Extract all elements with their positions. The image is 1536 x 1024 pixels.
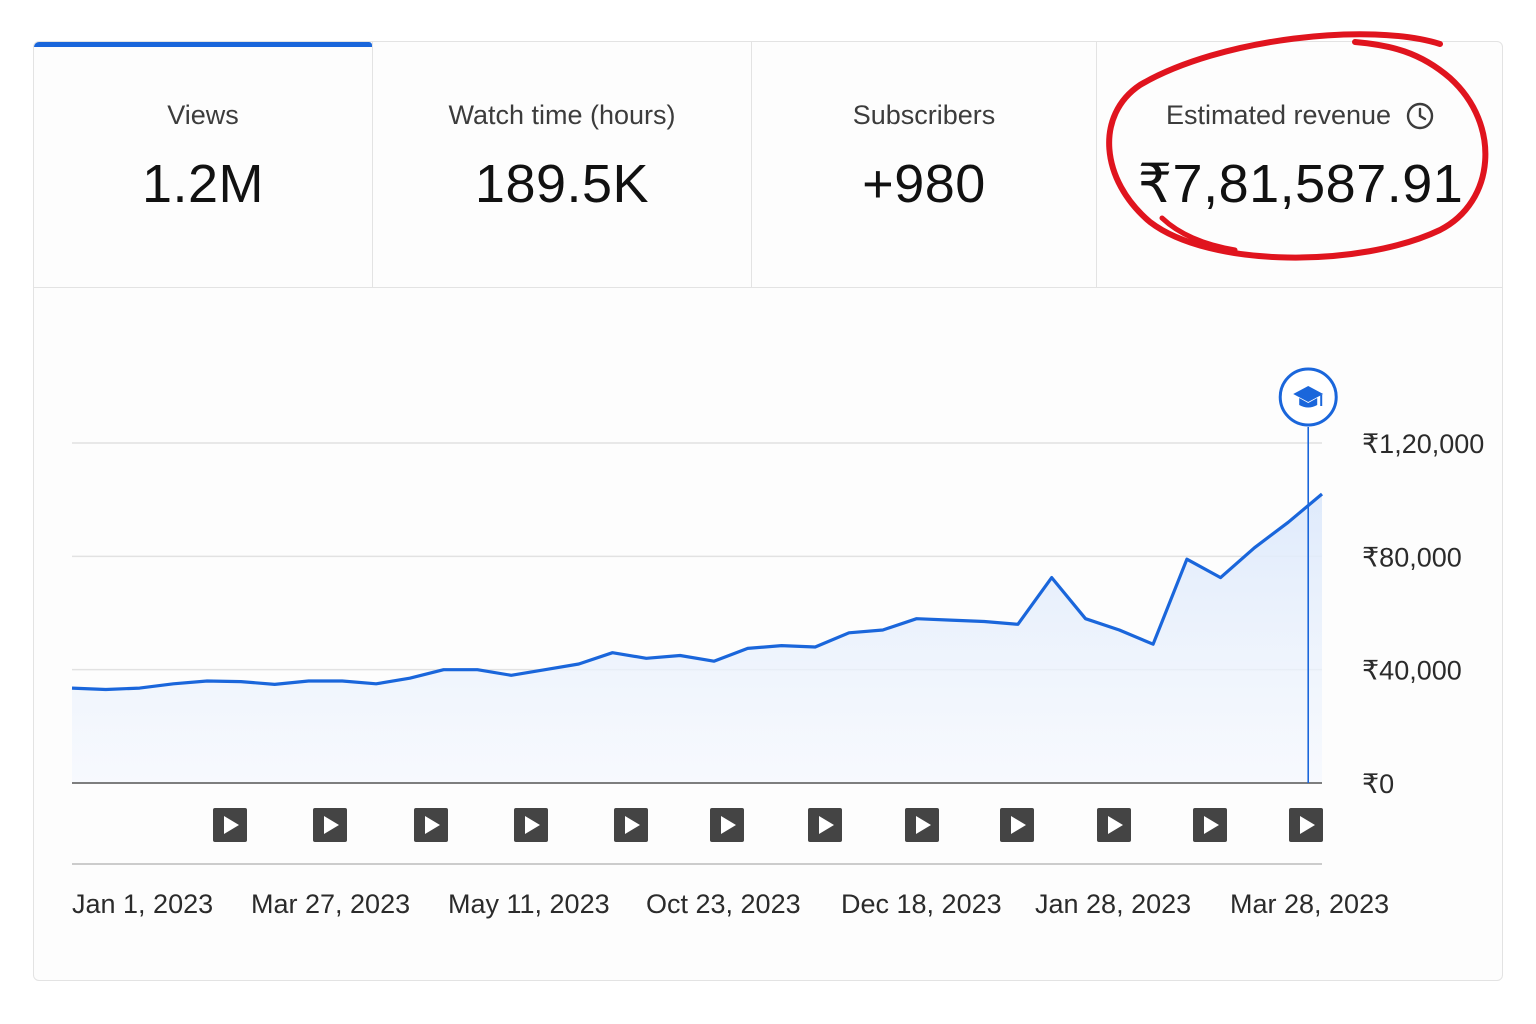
play-icon[interactable] xyxy=(213,808,247,842)
y-tick-label: ₹1,20,000 xyxy=(1362,429,1484,459)
tab-subscribers-value: +980 xyxy=(862,154,986,214)
play-icon[interactable] xyxy=(1000,808,1034,842)
tab-views-value: 1.2M xyxy=(141,154,265,214)
x-axis-ticks: Jan 1, 2023 Mar 27, 2023 May 11, 2023 Oct 2… xyxy=(72,889,1389,919)
y-axis-ticks: ₹0 ₹40,000 ₹80,000 ₹1,20,000 xyxy=(1362,429,1484,799)
tab-watch-time-label: Watch time (hours) xyxy=(448,100,676,130)
play-icon[interactable] xyxy=(1289,808,1323,842)
play-icon[interactable] xyxy=(414,808,448,842)
y-tick-label: ₹80,000 xyxy=(1362,542,1462,572)
play-icon[interactable] xyxy=(514,808,548,842)
play-icon[interactable] xyxy=(614,808,648,842)
x-tick-label: Oct 23, 2023 xyxy=(646,889,801,919)
video-marker-row xyxy=(213,808,1323,842)
tab-watch-time-value: 189.5K xyxy=(474,154,650,214)
y-tick-label: ₹0 xyxy=(1362,769,1394,799)
play-icon[interactable] xyxy=(905,808,939,842)
x-tick-label: Mar 27, 2023 xyxy=(251,889,410,919)
x-tick-label: May 11, 2023 xyxy=(448,889,610,919)
tab-subscribers[interactable]: Subscribers +980 xyxy=(752,42,1097,287)
graduation-cap-icon xyxy=(1293,386,1324,408)
x-tick-label: Dec 18, 2023 xyxy=(841,889,1002,919)
chart-area-fill xyxy=(72,494,1322,783)
play-icon[interactable] xyxy=(1193,808,1227,842)
play-icon[interactable] xyxy=(808,808,842,842)
tab-views[interactable]: Views 1.2M xyxy=(34,42,373,287)
tab-subscribers-label: Subscribers xyxy=(852,100,996,130)
tab-watch-time[interactable]: Watch time (hours) 189.5K xyxy=(373,42,752,287)
x-tick-label: Mar 28, 2023 xyxy=(1230,889,1389,919)
chart-series-line xyxy=(71,492,1324,692)
x-tick-label: Jan 28, 2023 xyxy=(1035,889,1191,919)
play-icon[interactable] xyxy=(710,808,744,842)
x-tick-label: Jan 1, 2023 xyxy=(72,889,213,919)
milestone-marker[interactable] xyxy=(1278,367,1338,783)
play-icon[interactable] xyxy=(1097,808,1131,842)
tab-views-label: Views xyxy=(167,100,239,130)
play-icon[interactable] xyxy=(313,808,347,842)
y-tick-label: ₹40,000 xyxy=(1362,656,1462,686)
